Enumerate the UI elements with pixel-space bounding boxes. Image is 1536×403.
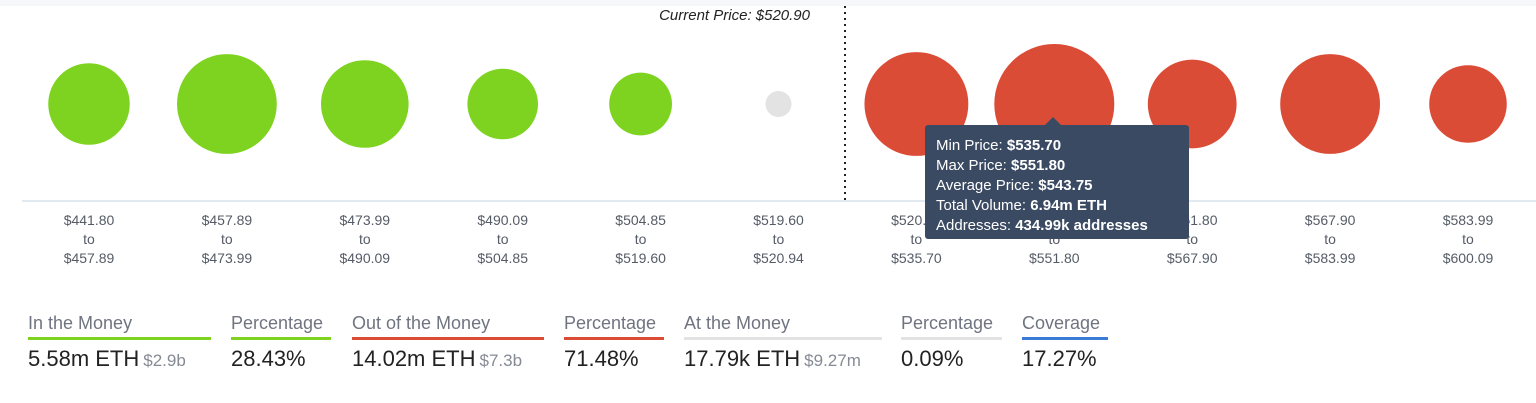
stat-in-the-money: In the Money 5.58m ETH $2.9b [28, 312, 211, 375]
x-tick-high-label: $457.89 [64, 250, 115, 266]
bubble-out-the-money[interactable] [1429, 65, 1507, 143]
bubble-at-the-money[interactable] [765, 91, 792, 117]
x-tick-low-label: $457.89 [202, 212, 253, 228]
x-tick-high-label: $583.99 [1305, 250, 1356, 266]
x-tick-high-label: $567.90 [1167, 250, 1218, 266]
x-tick-high-label: $504.85 [477, 250, 528, 266]
stat-underline [352, 337, 544, 340]
x-tick-to-label: to [497, 231, 509, 247]
tooltip-total-volume: Total Volume: 6.94m ETH [936, 197, 1107, 214]
x-tick-high-label: $535.70 [891, 250, 942, 266]
stat-in-the-money-percentage: Percentage 28.43% [231, 312, 331, 375]
bubble-in-the-money[interactable] [467, 68, 538, 140]
stat-label: Percentage [564, 313, 657, 333]
stat-value: 5.58m ETH $2.9b [28, 346, 186, 371]
x-tick-to-label: to [1048, 231, 1060, 247]
stat-sub-value: $7.3b [479, 351, 523, 370]
x-tick-high-label: $519.60 [615, 250, 666, 266]
stat-value: 28.43% [231, 346, 306, 371]
bubble-in-the-money[interactable] [320, 60, 409, 148]
bubble-in-the-money[interactable] [177, 54, 277, 154]
x-tick-high-label: $473.99 [202, 250, 253, 266]
stat-underline [564, 337, 664, 340]
x-axis-labels: $441.80 to $457.89 $457.89 to $473.99 $473.99 t… [64, 212, 1494, 266]
stat-value: 17.27% [1022, 346, 1097, 371]
x-tick-low-label: $519.60 [753, 212, 804, 228]
stat-value: 17.79k ETH $9.27m [684, 346, 861, 371]
x-tick-to-label: to [1186, 231, 1198, 247]
tooltip-min-price: Min Price: $535.70 [936, 137, 1062, 154]
stat-underline [231, 337, 331, 340]
x-tick-to-label: to [83, 231, 95, 247]
stat-underline [28, 337, 211, 340]
tooltip-average-price: Average Price: $543.75 [936, 177, 1093, 194]
stat-sub-value: $9.27m [804, 351, 861, 370]
x-tick-high-label: $600.09 [1443, 250, 1494, 266]
stat-at-the-money: At the Money 17.79k ETH $9.27m [684, 312, 882, 375]
top-strip [0, 0, 1536, 6]
x-tick-high-label: $551.80 [1029, 250, 1080, 266]
bubble-in-the-money[interactable] [609, 72, 672, 136]
stat-value: 0.09% [901, 346, 964, 371]
bucket-tooltip: Min Price: $535.70 Max Price: $551.80 Av… [925, 117, 1189, 239]
x-tick-to-label: to [359, 231, 371, 247]
x-tick-to-label: to [911, 231, 923, 247]
x-tick-to-label: to [221, 231, 233, 247]
stat-label: In the Money [28, 313, 133, 333]
current-price-label: Current Price: $520.90 [659, 7, 811, 24]
stat-underline [1022, 337, 1108, 340]
x-tick-to-label: to [1462, 231, 1474, 247]
bubble-out-the-money[interactable] [1280, 54, 1380, 154]
x-tick-to-label: to [1324, 231, 1336, 247]
x-tick-low-label: $441.80 [64, 212, 115, 228]
stat-value: 14.02m ETH $7.3b [352, 346, 523, 371]
x-tick-low-label: $490.09 [477, 212, 528, 228]
bubbles-layer [48, 44, 1507, 164]
x-tick-high-label: $490.09 [339, 250, 390, 266]
stat-underline [901, 337, 1002, 340]
bubble-in-the-money[interactable] [48, 63, 130, 145]
stat-label: Percentage [901, 313, 994, 333]
stat-underline [684, 337, 882, 340]
stat-coverage: Coverage 17.27% [1022, 312, 1108, 375]
x-tick-high-label: $520.94 [753, 250, 804, 266]
x-tick-to-label: to [635, 231, 647, 247]
stat-label: Percentage [231, 313, 324, 333]
stat-label: Out of the Money [352, 313, 491, 333]
stat-out-of-the-money-percentage: Percentage 71.48% [564, 312, 664, 375]
x-tick-low-label: $504.85 [615, 212, 666, 228]
x-tick-low-label: $583.99 [1443, 212, 1494, 228]
bubble-chart: Current Price: $520.90 $441.80to$457.89$… [22, 6, 1536, 266]
stat-value: 71.48% [564, 346, 639, 371]
stat-out-of-the-money: Out of the Money 14.02m ETH $7.3b [352, 312, 544, 375]
x-tick-low-label: $473.99 [339, 212, 390, 228]
tooltip-max-price: Max Price: $551.80 [936, 157, 1066, 174]
stat-label: At the Money [684, 313, 791, 333]
stat-sub-value: $2.9b [143, 351, 186, 370]
stat-label: Coverage [1022, 313, 1101, 333]
stat-at-the-money-percentage: Percentage 0.09% [901, 312, 1002, 375]
x-tick-to-label: to [773, 231, 785, 247]
x-tick-low-label: $567.90 [1305, 212, 1356, 228]
tooltip-addresses: Addresses: 434.99k addresses [936, 217, 1148, 234]
